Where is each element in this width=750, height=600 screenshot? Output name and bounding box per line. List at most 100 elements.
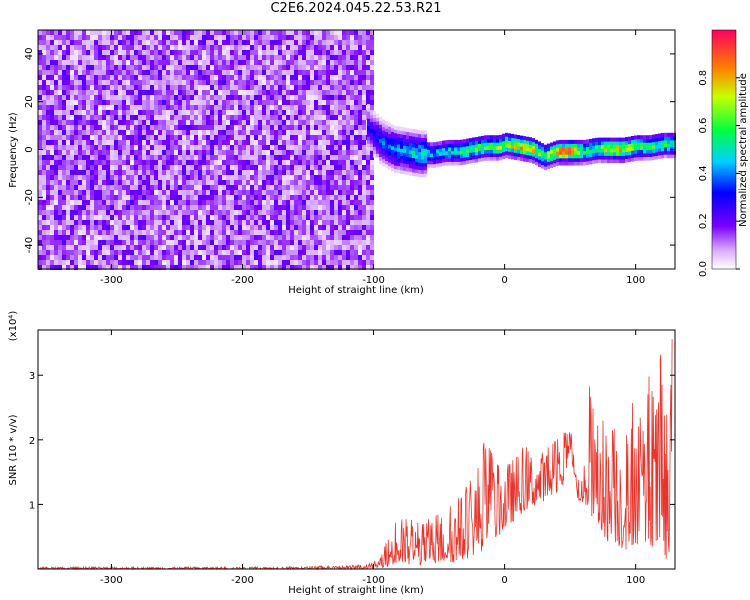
heatmap-cell — [114, 140, 118, 145]
heatmap-cell — [190, 125, 194, 130]
heatmap-cell — [270, 185, 274, 190]
heatmap-cell — [294, 220, 298, 225]
heatmap-cell — [314, 120, 318, 125]
heatmap-cell — [270, 220, 274, 225]
ridge-cell — [451, 139, 454, 144]
ridge-cell — [397, 144, 400, 149]
heatmap-cell — [314, 225, 318, 230]
heatmap-cell — [78, 70, 82, 75]
heatmap-cell — [82, 50, 86, 55]
heatmap-cell — [282, 45, 286, 50]
heatmap-cell — [62, 145, 66, 150]
heatmap-cell — [86, 135, 90, 140]
heatmap-cell — [266, 240, 270, 245]
heatmap-cell — [202, 205, 206, 210]
heatmap-cell — [306, 155, 310, 160]
ridge-cell — [367, 143, 370, 148]
heatmap-cell — [250, 150, 254, 155]
heatmap-cell — [190, 220, 194, 225]
heatmap-cell — [78, 80, 82, 85]
heatmap-cell — [202, 160, 206, 165]
heatmap-cell — [134, 130, 138, 135]
heatmap-cell — [162, 75, 166, 80]
heatmap-cell — [166, 165, 170, 170]
ridge-cell — [379, 142, 382, 147]
heatmap-cell — [158, 100, 162, 105]
heatmap-cell — [242, 60, 246, 65]
heatmap-cell — [290, 200, 294, 205]
ridge-cell — [370, 121, 373, 126]
heatmap-cell — [338, 260, 342, 265]
heatmap-cell — [294, 230, 298, 235]
heatmap-cell — [82, 40, 86, 45]
ridge-cell — [583, 154, 586, 159]
heatmap-cell — [274, 260, 278, 265]
heatmap-cell — [214, 75, 218, 80]
heatmap-cell — [190, 100, 194, 105]
heatmap-cell — [334, 95, 338, 100]
heatmap-cell — [58, 230, 62, 235]
heatmap-cell — [334, 40, 338, 45]
heatmap-cell — [210, 235, 214, 240]
heatmap-cell — [234, 220, 238, 225]
heatmap-cell — [50, 185, 54, 190]
heatmap-cell — [50, 175, 54, 180]
heatmap-cell — [278, 80, 282, 85]
heatmap-cell — [210, 250, 214, 255]
heatmap-cell — [110, 220, 114, 225]
heatmap-cell — [126, 245, 130, 250]
heatmap-cell — [98, 195, 102, 200]
heatmap-cell — [106, 75, 110, 80]
ridge-cell — [448, 157, 451, 162]
heatmap-cell — [290, 210, 294, 215]
heatmap-cell — [370, 210, 374, 215]
ridge-cell — [475, 151, 478, 156]
y-tick-label: 3 — [29, 371, 35, 382]
x-tick-label: -100 — [362, 275, 385, 286]
heatmap-cell — [142, 210, 146, 215]
heatmap-cell — [290, 155, 294, 160]
heatmap-cell — [118, 115, 122, 120]
heatmap-cell — [50, 140, 54, 145]
heatmap-cell — [246, 145, 250, 150]
heatmap-cell — [210, 50, 214, 55]
heatmap-cell — [74, 65, 78, 70]
heatmap-cell — [258, 225, 262, 230]
ridge-cell — [640, 135, 643, 140]
heatmap-cell — [134, 155, 138, 160]
heatmap-cell — [110, 230, 114, 235]
heatmap-cell — [222, 205, 226, 210]
heatmap-cell — [150, 195, 154, 200]
ridge-cell — [616, 141, 619, 146]
ridge-cell — [487, 142, 490, 147]
ridge-cell — [400, 159, 403, 164]
heatmap-cell — [78, 190, 82, 195]
heatmap-cell — [262, 240, 266, 245]
heatmap-cell — [310, 175, 314, 180]
heatmap-cell — [226, 50, 230, 55]
heatmap-cell — [222, 170, 226, 175]
ridge-cell — [520, 135, 523, 140]
heatmap-cell — [82, 75, 86, 80]
heatmap-cell — [322, 145, 326, 150]
ridge-cell — [613, 137, 616, 142]
heatmap-cell — [182, 80, 186, 85]
heatmap-cell — [90, 60, 94, 65]
heatmap-cell — [94, 95, 98, 100]
heatmap-cell — [78, 265, 82, 270]
heatmap-cell — [42, 205, 46, 210]
heatmap-cell — [114, 35, 118, 40]
heatmap-cell — [338, 35, 342, 40]
heatmap-cell — [330, 190, 334, 195]
heatmap-cell — [298, 125, 302, 130]
heatmap-cell — [150, 180, 154, 185]
heatmap-cell — [282, 160, 286, 165]
heatmap-cell — [362, 195, 366, 200]
heatmap-cell — [266, 45, 270, 50]
heatmap-cell — [102, 120, 106, 125]
heatmap-cell — [58, 160, 62, 165]
heatmap-cell — [330, 110, 334, 115]
heatmap-cell — [306, 230, 310, 235]
heatmap-cell — [126, 250, 130, 255]
heatmap-cell — [250, 45, 254, 50]
